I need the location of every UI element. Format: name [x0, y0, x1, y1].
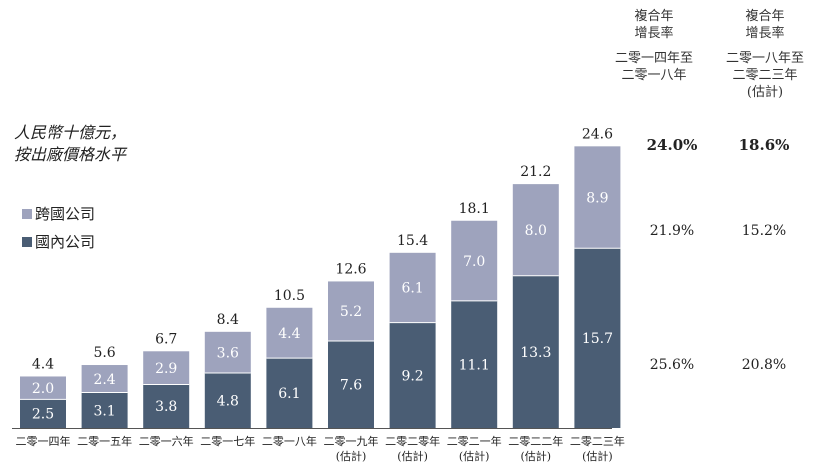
data-label-multinational: 2.9	[155, 361, 177, 377]
x-tick-label: 二零一九年	[324, 434, 379, 448]
cagr-header-period: 二零二三年	[732, 68, 798, 83]
data-label-total: 6.7	[155, 331, 177, 347]
bar-multinational	[204, 331, 251, 374]
data-label-multinational: 7.0	[463, 254, 485, 270]
cagr-header-period: (估計)	[746, 85, 784, 100]
bar-domestic	[81, 392, 128, 428]
data-label-multinational: 3.6	[217, 345, 239, 361]
legend: 跨國公司 國內公司	[22, 200, 95, 256]
cagr-multinational-2014-2018: 21.9%	[649, 223, 695, 239]
data-label-multinational: 8.9	[586, 190, 608, 206]
x-tick-label-note: (估計)	[459, 449, 490, 463]
cagr-total-2014-2018: 24.0%	[646, 136, 698, 154]
cagr-header-period: 二零一八年至	[725, 51, 804, 66]
bar-multinational	[143, 351, 190, 385]
legend-swatch-domestic	[22, 237, 32, 247]
cagr-domestic-2018-2023: 20.8%	[741, 357, 787, 373]
bar-multinational	[451, 220, 498, 301]
data-label-total: 8.4	[217, 312, 239, 328]
unit-label-line2: 按出廠價格水平	[14, 145, 127, 164]
legend-swatch-multinational	[22, 209, 32, 219]
bar-multinational	[20, 376, 66, 400]
data-label-multinational: 8.0	[525, 223, 547, 239]
data-label-total: 15.4	[397, 233, 428, 249]
data-label-domestic: 9.2	[401, 368, 423, 384]
bar-multinational	[512, 184, 559, 276]
bar-domestic	[451, 300, 498, 428]
data-label-domestic: 6.1	[278, 386, 300, 402]
x-tick-label-note: (估計)	[397, 449, 428, 463]
data-label-total: 10.5	[274, 288, 305, 304]
cagr-header-period: 二零一八年	[621, 68, 687, 83]
bar-domestic	[328, 340, 374, 428]
data-label-domestic: 11.1	[459, 357, 490, 373]
data-label-total: 21.2	[520, 164, 551, 180]
cagr-header-title: 增長率	[745, 26, 785, 41]
unit-label-line1: 人民幣十億元，	[14, 123, 127, 142]
x-tick-label: 二零一五年	[77, 434, 132, 448]
data-label-domestic: 3.8	[155, 399, 177, 415]
bar-domestic	[20, 399, 66, 428]
legend-item-multinational: 跨國公司	[22, 200, 95, 228]
bar-domestic	[143, 384, 190, 428]
cagr-header-title: 複合年	[634, 9, 674, 24]
x-tick-label: 二零二三年	[570, 434, 625, 448]
legend-item-domestic: 國內公司	[22, 228, 95, 256]
bar-multinational	[81, 365, 128, 393]
bar-domestic	[512, 275, 559, 428]
cagr-header-2: 複合年 增長率 二零一八年至 二零二三年 (估計)	[719, 8, 811, 101]
bar-domestic	[204, 373, 251, 428]
data-label-multinational: 6.1	[401, 281, 423, 297]
data-label-domestic: 15.7	[582, 331, 613, 347]
bar-domestic	[266, 358, 313, 428]
data-label-domestic: 7.6	[340, 377, 362, 393]
data-label-domestic: 4.8	[217, 394, 239, 410]
data-label-total: 18.1	[459, 201, 490, 217]
data-label-total: 12.6	[335, 261, 366, 277]
bar-domestic	[389, 322, 436, 428]
x-tick-label: 二零一八年	[262, 434, 317, 448]
data-label-total: 24.6	[582, 126, 613, 142]
cagr-header-title: 複合年	[745, 9, 785, 24]
bar-multinational	[266, 307, 313, 359]
x-tick-label: 二零一六年	[139, 434, 194, 448]
cagr-header-1: 複合年 增長率 二零一四年至 二零一八年	[608, 8, 700, 84]
data-label-multinational: 2.0	[32, 381, 54, 397]
data-label-domestic: 2.5	[32, 407, 54, 423]
x-tick-label-note: (估計)	[582, 449, 613, 463]
x-tick-label: 二零一四年	[16, 434, 71, 448]
legend-label-multinational: 跨國公司	[35, 205, 96, 223]
data-label-multinational: 2.4	[93, 372, 115, 388]
data-label-multinational: 4.4	[278, 326, 300, 342]
bar-multinational	[328, 281, 374, 341]
data-label-multinational: 5.2	[340, 304, 362, 320]
bar-multinational	[389, 252, 436, 323]
cagr-header-period: 二零一四年至	[614, 51, 693, 66]
unit-label: 人民幣十億元， 按出廠價格水平	[14, 122, 126, 166]
x-tick-label: 二零二零年	[385, 434, 440, 448]
cagr-total-2018-2023: 18.6%	[738, 136, 790, 154]
x-tick-label: 二零一七年	[200, 434, 255, 448]
x-tick-label: 二零二二年	[508, 434, 563, 448]
bar-domestic	[574, 248, 621, 428]
cagr-domestic-2014-2018: 25.6%	[649, 357, 695, 373]
x-tick-label-note: (估計)	[336, 449, 367, 463]
data-label-total: 4.4	[32, 356, 54, 372]
cagr-header-title: 增長率	[634, 26, 674, 41]
legend-label-domestic: 國內公司	[35, 233, 96, 251]
cagr-multinational-2018-2023: 15.2%	[741, 223, 787, 239]
x-tick-label-note: (估計)	[521, 449, 552, 463]
data-label-domestic: 13.3	[520, 345, 551, 361]
data-label-total: 5.6	[93, 345, 115, 361]
data-label-domestic: 3.1	[93, 403, 115, 419]
bar-multinational	[574, 146, 621, 249]
x-tick-label: 二零二一年	[447, 434, 502, 448]
